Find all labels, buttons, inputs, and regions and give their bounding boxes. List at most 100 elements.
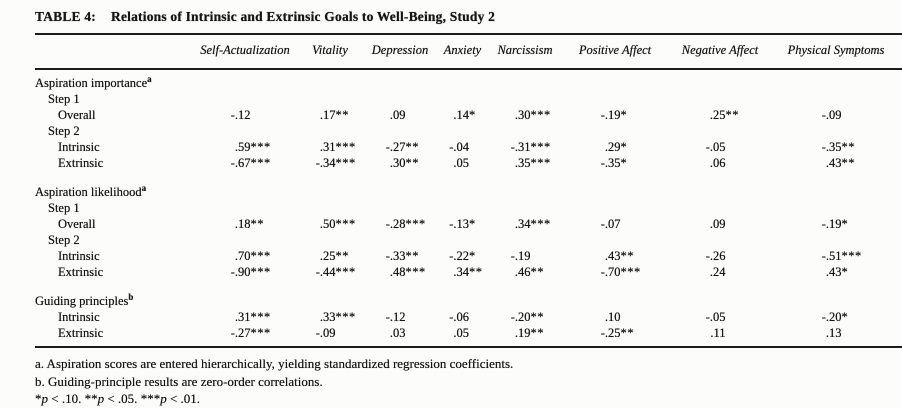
value-cell: .09	[670, 216, 770, 232]
value-cell: -.90 ***	[195, 264, 295, 280]
section-spacer	[35, 171, 902, 184]
spacer-cell	[35, 171, 902, 184]
table-row: Step 1	[35, 200, 902, 216]
coefficient-value: -.44 ***	[315, 264, 356, 279]
value-cell: -.44 ***	[295, 264, 365, 280]
value-cell: -.67 ***	[195, 155, 295, 171]
table-number-label: TABLE 4:	[35, 9, 96, 24]
coefficient-value: .29 *	[604, 139, 628, 154]
value-cell: .33 ***	[295, 309, 365, 325]
row-label: Extrinsic	[58, 264, 104, 279]
coefficient-value: .13	[825, 325, 842, 340]
value-cell: -.07	[560, 216, 670, 232]
coefficient-value: -.13 *	[449, 216, 476, 231]
value-cell: -.06	[435, 309, 490, 325]
footnote-b: b. Guiding-principle results are zero-or…	[35, 373, 323, 389]
value-cell: .10	[560, 309, 670, 325]
value-cell: .48 ***	[365, 264, 435, 280]
column-header: Narcissism	[497, 43, 553, 57]
row-label: Intrinsic	[58, 248, 100, 263]
coefficient-value: .03	[389, 325, 406, 340]
value-cell: .14 *	[435, 107, 490, 123]
table-row: Guiding principlesb	[35, 291, 902, 309]
value-cell: -.20 *	[770, 309, 902, 325]
value-cell: .46 **	[490, 264, 560, 280]
coefficient-value: -.19 *	[600, 107, 628, 122]
coefficient-value: .31 ***	[234, 309, 271, 324]
footnote-a: a. Aspiration scores are entered hierarc…	[35, 356, 514, 371]
coefficient-value: -.67 ***	[230, 155, 271, 170]
coefficient-value: .25 **	[319, 248, 349, 263]
value-cell: -.19	[490, 248, 560, 264]
coefficient-value: -.70 ***	[600, 264, 641, 279]
footnote-marker: b	[128, 291, 134, 302]
value-cell: .31 ***	[195, 309, 295, 325]
coefficient-value: .17 **	[319, 107, 349, 122]
value-cell: -.19 *	[770, 216, 902, 232]
table-row: Step 2	[35, 232, 902, 248]
row-label: Step 2	[48, 232, 80, 247]
value-cell: .43 **	[770, 155, 902, 171]
spacer-cell	[35, 280, 902, 293]
value-cell: .19 **	[490, 325, 560, 347]
column-header: Anxiety	[443, 43, 482, 57]
value-cell: .05	[435, 155, 490, 171]
coefficient-value: -.20 *	[821, 309, 849, 324]
column-header: Vitality	[312, 43, 348, 57]
value-cell: -.22 *	[435, 248, 490, 264]
coefficient-value: -.25 **	[600, 325, 634, 340]
table-title-text: Relations of Intrinsic and Extrinsic Goa…	[111, 9, 496, 24]
coefficient-value: .24	[709, 264, 726, 279]
table-row: Aspiration importancea	[35, 69, 902, 91]
value-cell: -.25 **	[560, 325, 670, 347]
row-label: Aspiration likelihooda	[35, 182, 147, 199]
column-header: Physical Symptoms	[787, 43, 885, 57]
coefficient-value: -.28 ***	[385, 216, 426, 231]
coefficient-value: -.35 **	[821, 139, 855, 154]
table-header: Self-Actualization Vitality Depression Anxi…	[35, 34, 902, 69]
row-label: Step 1	[48, 200, 80, 215]
coefficient-value: -.27 ***	[230, 325, 271, 340]
value-cell: .70 ***	[195, 248, 295, 264]
table-row: Overall -.12 .17 ** .09 .14 * .30 *** -.19 * .25 ** -…	[35, 107, 902, 123]
value-cell: .25 **	[670, 107, 770, 123]
value-cell: -.12	[365, 309, 435, 325]
value-cell: .50 ***	[295, 216, 365, 232]
value-cell: .18 **	[195, 216, 295, 232]
coefficient-value: .43 **	[604, 248, 634, 263]
coefficient-value: .05	[453, 325, 469, 340]
coefficient-value: .59 ***	[234, 139, 271, 154]
table-row: Aspiration likelihooda	[35, 182, 902, 200]
value-cell: .30 **	[365, 155, 435, 171]
coefficient-value: -.04	[449, 139, 469, 154]
value-cell: -.27 **	[365, 139, 435, 155]
column-header-row: Self-Actualization Vitality Depression Anxi…	[35, 34, 902, 69]
value-cell: .25 **	[295, 248, 365, 264]
row-label: Overall	[58, 216, 96, 231]
coefficient-value: -.31 ***	[510, 139, 551, 154]
coefficient-value: -.20 **	[510, 309, 544, 324]
value-cell: -.70 ***	[560, 264, 670, 280]
coefficient-value: .34 **	[453, 264, 483, 279]
value-cell: -.27 ***	[195, 325, 295, 347]
coefficient-value: .30 ***	[514, 107, 551, 122]
value-cell: -.05	[670, 139, 770, 155]
coefficient-value: .43 *	[825, 264, 849, 279]
coefficient-value: .43 **	[825, 155, 855, 170]
table-footnotes: a. Aspiration scores are entered hierarc…	[35, 355, 902, 408]
coefficient-value: -.06	[449, 309, 469, 324]
column-header: Negative Affect	[681, 43, 759, 57]
table-row: Intrinsic .59 *** .31 *** -.27 ** -.04 -.31 *** .2…	[35, 139, 902, 155]
table-row: Overall .18 ** .50 *** -.28 *** -.13 * .34 *** -.07…	[35, 216, 902, 232]
coefficient-value: .48 ***	[389, 264, 426, 279]
coefficient-value: -.26	[705, 248, 726, 263]
section-spacer	[35, 280, 902, 293]
row-label-column-header	[35, 34, 195, 69]
table-row: Extrinsic -.90 *** -.44 *** .48 *** .34 ** .46 ** -…	[35, 264, 902, 280]
value-cell: -.09	[770, 107, 902, 123]
row-label: Overall	[58, 107, 96, 122]
value-cell: .34 **	[435, 264, 490, 280]
value-cell: .03	[365, 325, 435, 347]
coefficient-value: -.05	[705, 309, 726, 324]
